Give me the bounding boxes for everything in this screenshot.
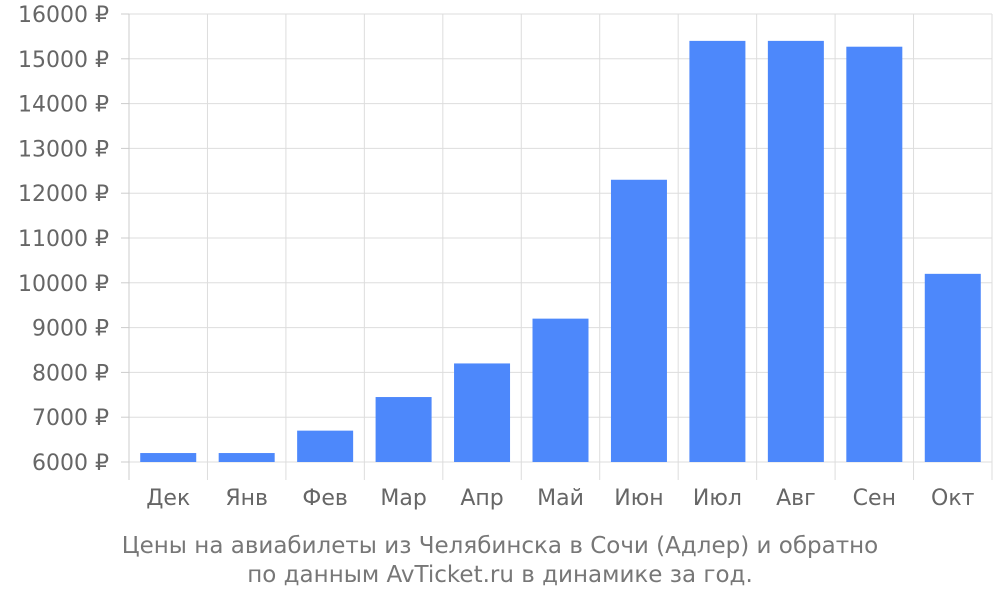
bar: [375, 397, 432, 462]
x-tick-label: Июл: [693, 486, 742, 511]
x-tick-label: Фев: [302, 486, 347, 511]
x-tick-label: Дек: [146, 486, 190, 511]
y-tick-label: 8000 ₽: [32, 361, 109, 386]
bar: [846, 46, 903, 462]
axes: 6000 ₽ 7000 ₽ 8000 ₽ 9000 ₽ 10000 ₽ 11000 ₽ 12…: [18, 3, 975, 511]
bar: [610, 179, 667, 462]
x-tick-label: Окт: [931, 486, 975, 511]
bars: [140, 40, 981, 462]
y-tick-label: 10000 ₽: [18, 272, 109, 297]
chart-caption: Цены на авиабилеты из Челябинска в Сочи …: [0, 532, 1000, 590]
bar: [454, 363, 511, 462]
y-tick-label: 6000 ₽: [32, 451, 109, 476]
y-tick-label: 14000 ₽: [18, 93, 109, 118]
x-tick-label: Мар: [380, 486, 426, 511]
bar: [924, 273, 981, 462]
y-tick-label: 15000 ₽: [18, 48, 109, 73]
y-tick-label: 9000 ₽: [32, 317, 109, 342]
y-tick-label: 13000 ₽: [18, 137, 109, 162]
y-tick-label: 7000 ₽: [32, 406, 109, 431]
caption-line-1: Цены на авиабилеты из Челябинска в Сочи …: [121, 533, 879, 559]
x-tick-label: Май: [537, 486, 584, 511]
x-tick-label: Апр: [460, 486, 503, 511]
bar: [218, 453, 275, 462]
bar: [532, 318, 589, 462]
y-tick-label: 11000 ₽: [18, 227, 109, 252]
bar: [689, 40, 746, 462]
x-tick-label: Июн: [614, 486, 663, 511]
bar-chart: 6000 ₽ 7000 ₽ 8000 ₽ 9000 ₽ 10000 ₽ 11000 ₽ 12…: [18, 3, 993, 511]
caption-line-2: по данным AvTicket.ru в динамике за год.: [247, 562, 753, 588]
bar: [140, 453, 197, 462]
y-tick-label: 12000 ₽: [18, 182, 109, 207]
x-tick-label: Авг: [776, 486, 816, 511]
bar: [297, 430, 354, 462]
x-tick-label: Янв: [225, 486, 268, 511]
bar: [767, 40, 824, 462]
y-tick-label: 16000 ₽: [18, 3, 109, 28]
x-tick-label: Сен: [853, 486, 896, 511]
